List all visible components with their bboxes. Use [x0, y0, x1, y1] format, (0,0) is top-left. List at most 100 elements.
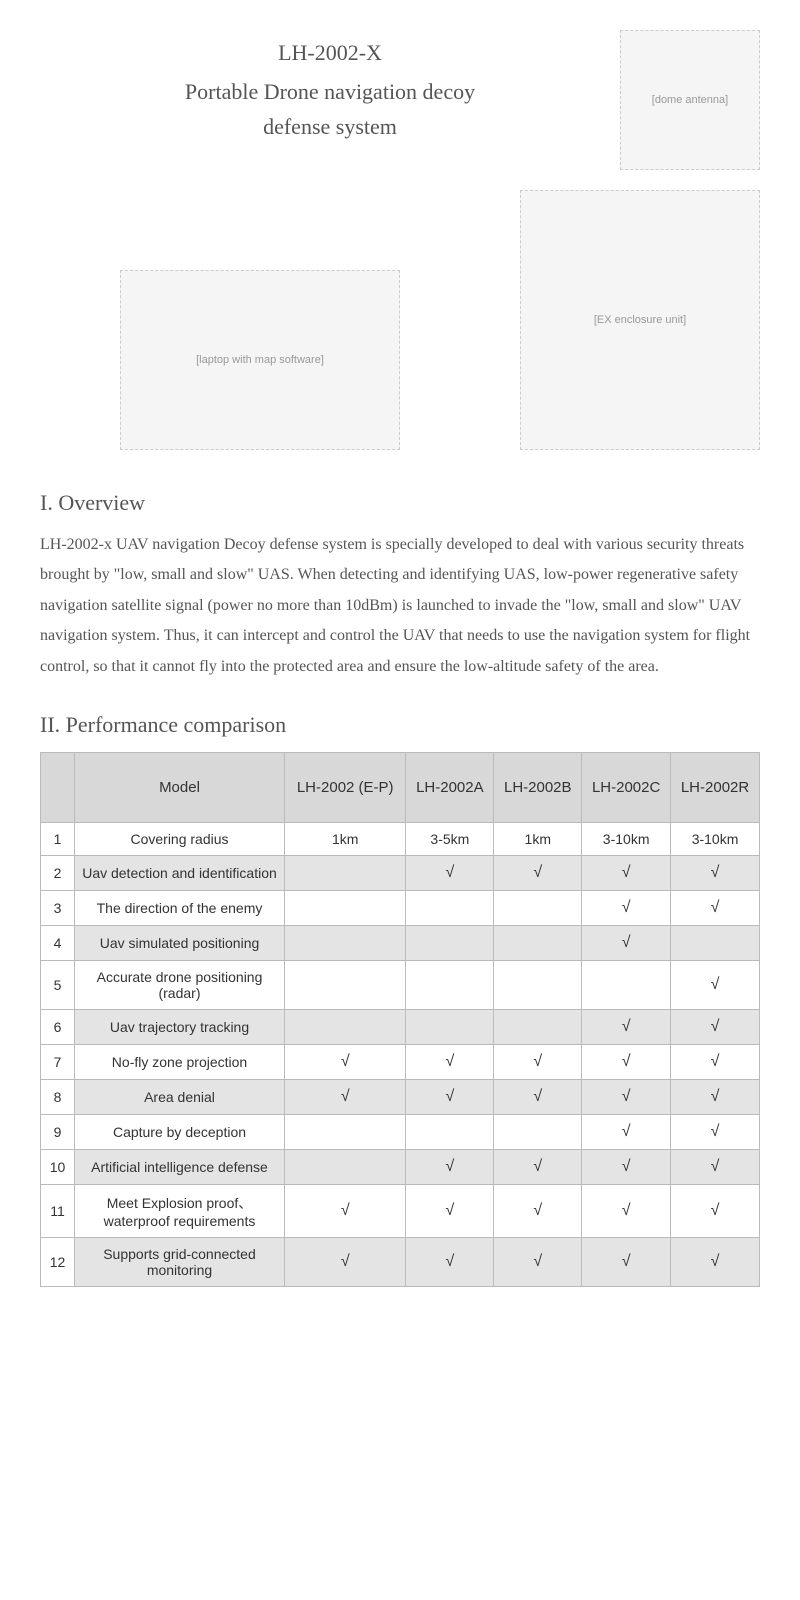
row-value: 1km: [285, 822, 406, 855]
row-number: 3: [41, 890, 75, 925]
table-row: 11Meet Explosion proof、waterproof requir…: [41, 1184, 760, 1237]
col-lh2002a: LH-2002A: [406, 752, 494, 822]
row-value: [406, 925, 494, 960]
row-value: [494, 960, 582, 1009]
row-value: √: [285, 1237, 406, 1286]
row-value: √: [671, 855, 760, 890]
table-row: 5Accurate drone positioning (radar)√: [41, 960, 760, 1009]
table-row: 2Uav detection and identification√√√√: [41, 855, 760, 890]
col-num: [41, 752, 75, 822]
comparison-table: Model LH-2002 (E-P) LH-2002A LH-2002B LH…: [40, 752, 760, 1287]
col-model: Model: [75, 752, 285, 822]
row-feature: Covering radius: [75, 822, 285, 855]
row-feature: Uav simulated positioning: [75, 925, 285, 960]
col-lh2002r: LH-2002R: [671, 752, 760, 822]
row-value: [406, 1009, 494, 1044]
row-value: √: [406, 855, 494, 890]
row-value: √: [285, 1079, 406, 1114]
row-value: √: [494, 1237, 582, 1286]
row-number: 2: [41, 855, 75, 890]
row-value: [671, 925, 760, 960]
row-value: [406, 1114, 494, 1149]
table-row: 10Artificial intelligence defense√√√√: [41, 1149, 760, 1184]
row-value: √: [582, 925, 671, 960]
row-value: √: [671, 1079, 760, 1114]
row-value: √: [582, 890, 671, 925]
row-number: 12: [41, 1237, 75, 1286]
row-value: [406, 960, 494, 1009]
table-row: 8Area denial√√√√√: [41, 1079, 760, 1114]
product-name-line1: Portable Drone navigation decoy: [40, 74, 620, 109]
row-value: [494, 1114, 582, 1149]
table-row: 7No-fly zone projection√√√√√: [41, 1044, 760, 1079]
product-name-line2: defense system: [40, 109, 620, 144]
row-value: √: [582, 855, 671, 890]
row-value: 1km: [494, 822, 582, 855]
row-value: √: [671, 1237, 760, 1286]
row-value: [285, 960, 406, 1009]
row-value: [494, 890, 582, 925]
row-number: 11: [41, 1184, 75, 1237]
row-feature: Artificial intelligence defense: [75, 1149, 285, 1184]
row-value: [285, 925, 406, 960]
row-value: √: [406, 1237, 494, 1286]
row-number: 10: [41, 1149, 75, 1184]
row-feature: Accurate drone positioning (radar): [75, 960, 285, 1009]
row-value: √: [671, 890, 760, 925]
col-lh2002c: LH-2002C: [582, 752, 671, 822]
row-value: √: [582, 1009, 671, 1044]
row-value: √: [406, 1079, 494, 1114]
row-value: √: [406, 1184, 494, 1237]
row-value: √: [494, 855, 582, 890]
row-feature: Capture by deception: [75, 1114, 285, 1149]
row-value: √: [494, 1149, 582, 1184]
row-value: [285, 1114, 406, 1149]
overview-title: I. Overview: [40, 490, 760, 516]
row-value: √: [582, 1237, 671, 1286]
table-body: 1Covering radius1km3-5km1km3-10km3-10km2…: [41, 822, 760, 1286]
row-value: √: [582, 1184, 671, 1237]
row-number: 1: [41, 822, 75, 855]
row-value: 3-10km: [671, 822, 760, 855]
row-value: √: [494, 1044, 582, 1079]
row-value: [582, 960, 671, 1009]
row-number: 4: [41, 925, 75, 960]
row-number: 8: [41, 1079, 75, 1114]
row-value: √: [285, 1044, 406, 1079]
row-number: 6: [41, 1009, 75, 1044]
row-feature: Uav trajectory tracking: [75, 1009, 285, 1044]
row-value: √: [582, 1079, 671, 1114]
overview-text: LH-2002-x UAV navigation Decoy defense s…: [40, 530, 760, 682]
row-value: √: [285, 1184, 406, 1237]
row-value: [285, 890, 406, 925]
row-number: 9: [41, 1114, 75, 1149]
row-value: [285, 855, 406, 890]
table-row: 6Uav trajectory tracking √√: [41, 1009, 760, 1044]
row-value: [406, 890, 494, 925]
row-value: √: [406, 1044, 494, 1079]
comparison-title: II. Performance comparison: [40, 712, 760, 738]
row-value: √: [406, 1149, 494, 1184]
row-value: √: [671, 1044, 760, 1079]
row-feature: The direction of the enemy: [75, 890, 285, 925]
table-row: 3The direction of the enemy √√: [41, 890, 760, 925]
title-block: LH-2002-X Portable Drone navigation deco…: [40, 30, 620, 144]
row-value: [285, 1149, 406, 1184]
row-feature: Uav detection and identification: [75, 855, 285, 890]
row-feature: Area denial: [75, 1079, 285, 1114]
row-feature: Supports grid-connected monitoring: [75, 1237, 285, 1286]
row-number: 7: [41, 1044, 75, 1079]
row-value: √: [494, 1079, 582, 1114]
row-value: √: [494, 1184, 582, 1237]
table-row: 4Uav simulated positioning √: [41, 925, 760, 960]
row-value: [285, 1009, 406, 1044]
row-value: √: [582, 1149, 671, 1184]
laptop-image: [laptop with map software]: [120, 270, 400, 450]
table-head: Model LH-2002 (E-P) LH-2002A LH-2002B LH…: [41, 752, 760, 822]
row-value: √: [582, 1114, 671, 1149]
row-value: [494, 925, 582, 960]
enclosure-image: [EX enclosure unit]: [520, 190, 760, 450]
table-row: 12Supports grid-connected monitoring√√√√…: [41, 1237, 760, 1286]
image-row: [laptop with map software] [EX enclosure…: [40, 190, 760, 450]
row-value: √: [671, 1009, 760, 1044]
